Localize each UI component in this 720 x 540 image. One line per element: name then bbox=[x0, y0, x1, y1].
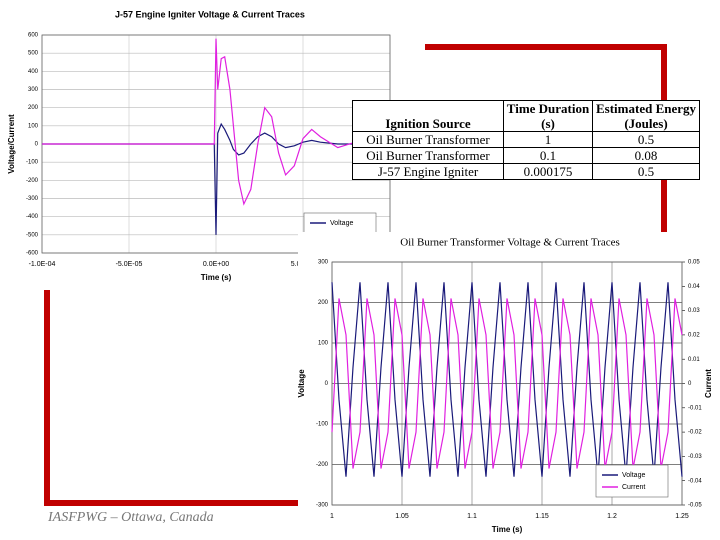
y2-axis-label: Current bbox=[704, 369, 713, 398]
y-axis-label: Voltage/Current bbox=[7, 114, 16, 174]
y2-tick-label: -0.04 bbox=[688, 478, 702, 484]
y2-tick-label: 0.03 bbox=[688, 308, 700, 314]
footer-left: IASFPWG – Ottawa, Canada bbox=[47, 510, 214, 525]
y2-tick-label: -0.01 bbox=[688, 405, 702, 411]
table-cell: 0.5 bbox=[592, 131, 700, 148]
y-tick-label: 500 bbox=[28, 51, 39, 57]
table-header: Time Duration (s) bbox=[503, 100, 593, 132]
table-cell: 1 bbox=[503, 131, 593, 148]
y2-tick-label: -0.05 bbox=[688, 503, 702, 509]
y-tick-label: 300 bbox=[28, 87, 39, 93]
y-tick-label: 300 bbox=[318, 260, 329, 266]
y-tick-label: 0 bbox=[35, 142, 39, 148]
legend-label: Voltage bbox=[622, 472, 645, 479]
y-tick-label: 200 bbox=[28, 105, 39, 111]
legend-label: Current bbox=[622, 484, 645, 491]
y-tick-label: 100 bbox=[318, 341, 329, 347]
y2-tick-label: 0.01 bbox=[688, 357, 700, 363]
y-tick-label: -600 bbox=[26, 251, 39, 257]
y2-tick-label: -0.03 bbox=[688, 454, 702, 460]
x-tick-label: 0.0E+00 bbox=[203, 261, 229, 268]
y-tick-label: -300 bbox=[26, 196, 39, 202]
series-line bbox=[42, 38, 390, 206]
y-tick-label: 200 bbox=[318, 300, 329, 306]
y2-tick-label: 0.04 bbox=[688, 284, 700, 290]
table-cell: 0.08 bbox=[592, 147, 700, 164]
plot-frame bbox=[331, 261, 683, 506]
table-cell: Oil Burner Transformer bbox=[352, 147, 504, 164]
table-cell: 0.000175 bbox=[503, 163, 593, 180]
table-header: Estimated Energy (Joules) bbox=[592, 100, 700, 132]
x-tick-label: 1.1 bbox=[467, 513, 477, 520]
y-tick-label: -400 bbox=[26, 214, 39, 220]
chart-title: J-57 Engine Igniter Voltage & Current Tr… bbox=[115, 9, 305, 19]
y-tick-label: -200 bbox=[26, 178, 39, 184]
y-tick-label: 0 bbox=[325, 381, 329, 387]
legend-box bbox=[595, 464, 669, 498]
table-cell: J-57 Engine Igniter bbox=[352, 163, 504, 180]
y-tick-label: 600 bbox=[28, 33, 39, 39]
x-tick-label: -1.0E-04 bbox=[29, 261, 56, 268]
y2-tick-label: 0.05 bbox=[688, 260, 700, 266]
chart-title: Oil Burner Transformer Voltage & Current… bbox=[400, 237, 620, 249]
x-axis-label: Time (s) bbox=[201, 273, 232, 282]
y-tick-label: -500 bbox=[26, 232, 39, 238]
table-cell: 0.1 bbox=[503, 147, 593, 164]
y-tick-label: 100 bbox=[28, 123, 39, 129]
y-axis-label: Voltage bbox=[297, 369, 306, 398]
y-tick-label: 400 bbox=[28, 69, 39, 75]
x-tick-label: 1.05 bbox=[395, 513, 409, 520]
y2-tick-label: 0.02 bbox=[688, 332, 700, 338]
y2-tick-label: 0 bbox=[688, 381, 692, 387]
y-tick-label: -100 bbox=[26, 160, 39, 166]
legend-label: Voltage bbox=[330, 220, 353, 227]
y-tick-label: -100 bbox=[316, 422, 329, 428]
x-tick-label: 1 bbox=[330, 513, 334, 520]
y2-tick-label: -0.02 bbox=[688, 430, 702, 436]
table-header: Ignition Source bbox=[352, 100, 504, 132]
x-tick-label: 1.25 bbox=[675, 513, 689, 520]
y-tick-label: -300 bbox=[316, 503, 329, 509]
x-tick-label: 1.2 bbox=[607, 513, 617, 520]
y-tick-label: -200 bbox=[316, 462, 329, 468]
series-line bbox=[331, 282, 683, 477]
chart: Oil Burner Transformer Voltage & Current… bbox=[297, 232, 713, 540]
x-axis-label: Time (s) bbox=[492, 525, 523, 534]
table-cell: 0.5 bbox=[592, 163, 700, 180]
table-cell: Oil Burner Transformer bbox=[352, 131, 504, 148]
table: Ignition Source Time Duration (s) Estimate… bbox=[352, 100, 700, 180]
series-line bbox=[331, 298, 683, 469]
x-tick-label: 1.15 bbox=[535, 513, 549, 520]
x-tick-label: -5.0E-05 bbox=[116, 261, 143, 268]
